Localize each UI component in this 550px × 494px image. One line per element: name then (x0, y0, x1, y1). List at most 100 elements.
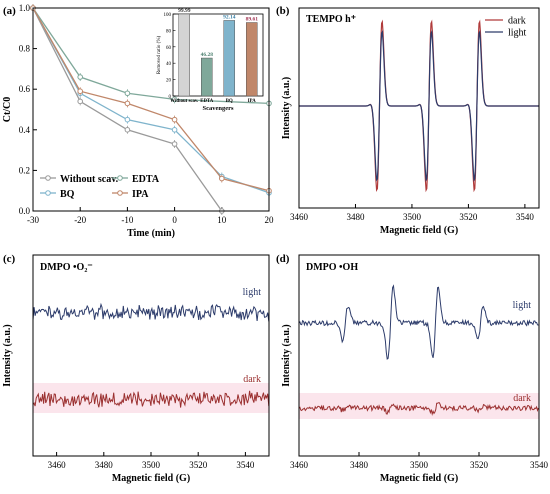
series-label: dark (513, 393, 531, 404)
legend-label: dark (508, 16, 526, 27)
spectrum-line (298, 284, 539, 360)
y-tick-label: 0.2 (19, 165, 30, 175)
x-axis-label: Time (min) (127, 228, 175, 239)
data-point (124, 90, 131, 97)
panel-label: (b) (276, 5, 290, 17)
panel-label: (c) (3, 253, 16, 265)
inset-value-label: 99.99 (178, 8, 191, 14)
legend-label: light (508, 28, 527, 39)
y-axis-label: Ct/C0 (2, 97, 13, 123)
data-point (77, 98, 83, 105)
x-tick-label: 3480 (95, 460, 114, 470)
x-tick-label: 3520 (459, 212, 478, 222)
x-tick-label: 3540 (530, 460, 549, 470)
legend-label: IPA (132, 189, 149, 200)
spectrum-line (299, 29, 539, 182)
data-point (77, 88, 83, 95)
y-axis-label: Intensity (a.u.) (281, 77, 292, 140)
inset-category-label: EDTA (200, 99, 214, 104)
plot-frame-a (32, 7, 270, 212)
series-label: dark (243, 374, 261, 385)
y-axis-label: Intensity (a.u.) (281, 324, 292, 387)
y-tick-label: 1.0 (19, 3, 31, 13)
x-tick-label: 3520 (470, 460, 489, 470)
legend-marker (45, 175, 51, 181)
y-tick-label: 0.4 (19, 125, 31, 135)
legend-marker (117, 175, 123, 181)
legend-marker (117, 190, 123, 196)
chart-title: DMPO •O₂⁻ (40, 262, 93, 273)
x-tick-label: 3480 (350, 460, 369, 470)
inset-bar (178, 13, 190, 97)
data-point (171, 116, 178, 123)
x-tick-label: 3500 (403, 212, 422, 222)
inset-value-label: 46.28 (201, 52, 214, 58)
data-point (124, 100, 131, 107)
plot-frame-b (298, 7, 540, 209)
legend-marker (45, 190, 51, 196)
inset-y-tick-label: 20 (166, 79, 172, 84)
inset-bar (201, 57, 213, 97)
chart-title: TEMPO h⁺ (306, 14, 356, 25)
panel-label: (d) (276, 253, 290, 265)
legend-label: Without scav. (60, 174, 119, 185)
x-axis-label: Magnetic field (G) (112, 473, 190, 484)
inset-y-label: Removed ratio (%) (157, 36, 162, 75)
chart-title: DMPO •OH (306, 262, 358, 273)
inset-value-label: 89.61 (246, 17, 259, 23)
series-line (32, 7, 270, 194)
data-point (171, 96, 178, 103)
inset-y-tick-label: 80 (166, 29, 172, 34)
series-label: light (243, 287, 262, 298)
x-tick-label: 3460 (290, 460, 309, 470)
data-point (124, 127, 131, 133)
inset-bar (223, 20, 235, 97)
x-tick-label: 10 (217, 215, 227, 225)
plot-frame-d (298, 254, 540, 457)
y-tick-label: 0.6 (19, 84, 31, 94)
panel-label: (a) (3, 5, 16, 17)
x-tick-label: 3460 (290, 212, 309, 222)
legend-label: BQ (60, 189, 75, 200)
x-tick-label: 0 (172, 215, 177, 225)
x-tick-label: 3500 (142, 460, 161, 470)
x-tick-label: 3460 (48, 460, 67, 470)
data-point (171, 141, 178, 147)
y-tick-label: 0.0 (19, 206, 31, 216)
inset-category-label: Without scav. (170, 99, 198, 104)
inset-bar (246, 22, 258, 97)
data-point (219, 175, 225, 182)
x-tick-label: 3540 (516, 212, 535, 222)
inset-y-tick-label: 100 (164, 13, 172, 18)
data-point (171, 127, 178, 133)
x-tick-label: -30 (27, 215, 39, 225)
highlight-band (33, 383, 269, 413)
series-line (32, 7, 270, 192)
x-tick-label: -10 (121, 215, 133, 225)
x-tick-label: 3540 (236, 460, 255, 470)
inset-value-label: 92.14 (223, 14, 236, 20)
inset-y-tick-label: 60 (166, 46, 172, 51)
spectrum-line (298, 402, 539, 416)
data-point (77, 74, 83, 80)
legend-label: EDTA (132, 174, 160, 185)
y-tick-label: 0.8 (19, 44, 31, 54)
y-axis-label: Intensity (a.u.) (2, 324, 13, 387)
data-point (124, 116, 131, 123)
inset-category-label: BQ (226, 99, 233, 104)
plot-frame-c (32, 254, 270, 457)
x-tick-label: 20 (265, 215, 275, 225)
inset-y-tick-label: 0 (169, 95, 172, 100)
x-tick-label: 3520 (189, 460, 208, 470)
x-axis-label: Magnetic field (G) (380, 473, 458, 484)
series-label: light (513, 300, 532, 311)
inset-x-label: Scavengers (202, 105, 234, 112)
inset-y-tick-label: 40 (166, 62, 172, 67)
x-tick-label: -20 (74, 215, 86, 225)
spectrum-line (32, 390, 270, 408)
inset-category-label: IPA (248, 99, 256, 104)
spectrum-line (32, 302, 270, 322)
x-axis-label: Magnetic field (G) (380, 225, 458, 236)
x-tick-label: 3480 (346, 212, 365, 222)
